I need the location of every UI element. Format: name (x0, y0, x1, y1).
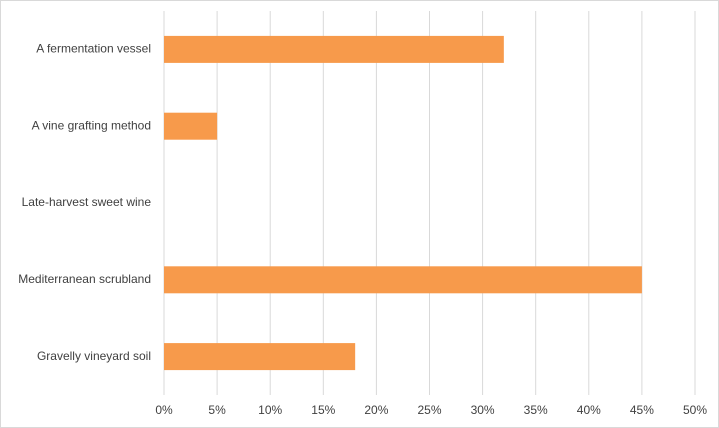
x-tick-label: 35% (524, 403, 548, 417)
x-tick-label: 15% (311, 403, 335, 417)
x-tick-label: 25% (417, 403, 441, 417)
x-tick-label: 30% (471, 403, 495, 417)
x-tick-label: 50% (683, 403, 707, 417)
y-tick-label: Mediterranean scrubland (18, 272, 151, 286)
x-tick-label: 10% (258, 403, 282, 417)
x-tick-label: 45% (630, 403, 654, 417)
bar (164, 35, 504, 63)
x-tick-label: 40% (577, 403, 601, 417)
x-tick-label: 5% (208, 403, 226, 417)
bar (164, 343, 356, 371)
bar (164, 112, 218, 140)
y-tick-label: Late-harvest sweet wine (22, 195, 152, 209)
y-tick-label: A vine grafting method (32, 118, 151, 132)
y-tick-label: A fermentation vessel (36, 42, 151, 56)
x-tick-label: 0% (155, 403, 173, 417)
x-tick-label: 20% (364, 403, 388, 417)
y-tick-label: Gravelly vineyard soil (37, 349, 151, 363)
bar (164, 266, 642, 294)
